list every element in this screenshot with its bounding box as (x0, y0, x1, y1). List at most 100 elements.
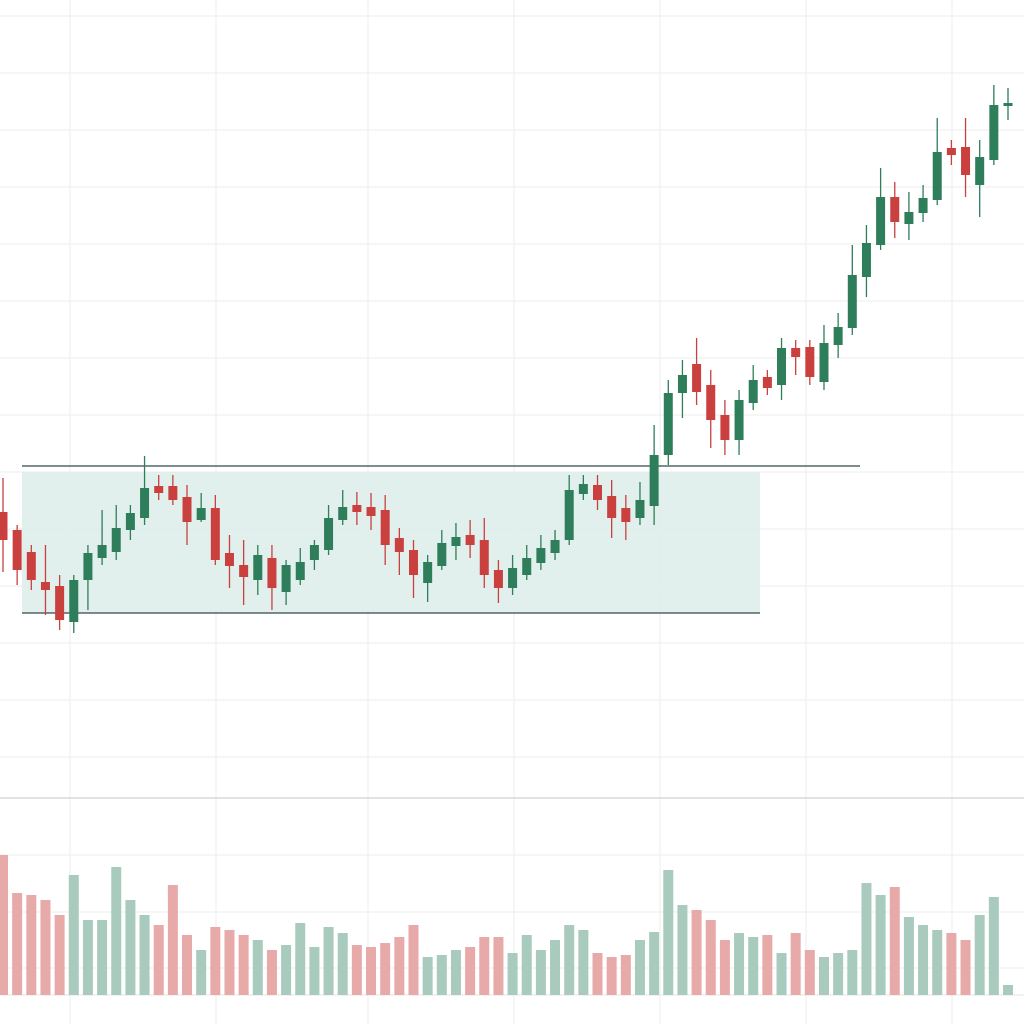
candle-body (253, 555, 263, 580)
candle-body (437, 543, 447, 566)
volume-bar (266, 950, 277, 995)
candle-body (621, 508, 631, 522)
candle-body (267, 558, 277, 588)
volume-bar (26, 895, 37, 995)
volume-bar (734, 933, 745, 995)
candle-body (777, 348, 787, 385)
candle-body (69, 580, 79, 622)
candle-body (663, 393, 673, 455)
candle-body (522, 558, 532, 575)
volume-bar (167, 885, 178, 995)
volume-bar (97, 920, 108, 995)
candle-body (408, 550, 418, 575)
volume-bar (592, 953, 603, 995)
candle-body (140, 488, 150, 518)
volume-bar (111, 867, 122, 995)
candle-body (0, 512, 8, 540)
candle-body (352, 505, 362, 512)
volume-bar (68, 875, 79, 995)
volume-bar (408, 925, 419, 995)
candle-body (168, 486, 178, 500)
volume-bar (479, 937, 490, 995)
candle-body (932, 152, 942, 200)
volume-bar (394, 937, 405, 995)
candle-body (380, 510, 390, 545)
volume-bar (847, 950, 858, 995)
volume-bar (776, 953, 787, 995)
candle-body (423, 562, 433, 583)
candle-body (338, 507, 348, 520)
volume-bar (196, 950, 207, 995)
candle-body (196, 508, 206, 520)
candle-body (55, 586, 65, 620)
volume-bar (620, 955, 631, 995)
candle-body (508, 568, 518, 588)
candle-body (366, 507, 376, 516)
candle-body (111, 528, 121, 552)
candle-body (918, 198, 928, 213)
volume-bar (634, 940, 645, 995)
volume-bar (564, 925, 575, 995)
volume-bar (295, 923, 306, 995)
volume-bar (1003, 985, 1013, 995)
volume-bar (748, 937, 759, 995)
volume-bar (82, 920, 93, 995)
volume-bar (422, 957, 433, 995)
volume-bar (649, 932, 660, 995)
candle-body (677, 375, 687, 393)
candle-body (720, 415, 730, 440)
volume-bar (818, 957, 829, 995)
volume-bar (337, 933, 348, 995)
candle-body (125, 513, 135, 530)
volume-bar (861, 883, 872, 995)
volume-bar (974, 915, 985, 995)
volume-bar (153, 925, 164, 995)
volume-bar (889, 887, 900, 995)
volume-bar (12, 893, 23, 995)
candle-body (876, 197, 886, 245)
volume-bar (210, 927, 221, 995)
volume-bar (932, 930, 943, 995)
candle-body (281, 565, 291, 592)
candle-body (649, 455, 659, 506)
volume-bar (139, 915, 150, 995)
candle-body (550, 540, 560, 553)
volume-bar (351, 945, 362, 995)
volume-bar (918, 925, 929, 995)
candle-body (578, 484, 588, 494)
volume-bar (281, 945, 292, 995)
volume-bar (125, 900, 136, 995)
volume-bar (465, 947, 476, 995)
candle-body (961, 147, 971, 175)
volume-bar (578, 930, 589, 995)
candle-body (239, 565, 249, 577)
candle-body (861, 243, 871, 277)
candle-body (479, 540, 489, 575)
candle-body (210, 508, 220, 560)
range-box (22, 472, 760, 613)
volume-bar (323, 927, 334, 995)
candle-body (324, 518, 334, 550)
candle-body (295, 562, 305, 580)
candle-body (890, 197, 900, 222)
volume-bar (719, 940, 730, 995)
volume-bar (903, 917, 914, 995)
volume-bar (380, 943, 391, 995)
candle-body (805, 347, 815, 377)
candle-body (97, 545, 107, 558)
volume-bar (252, 940, 263, 995)
candle-body (1003, 103, 1013, 106)
volume-bar (875, 895, 886, 995)
candle-body (706, 385, 716, 420)
candle-body (493, 570, 503, 588)
candle-body (762, 377, 772, 388)
volume-bar (833, 953, 844, 995)
candle-body (904, 212, 914, 224)
candle-body (182, 497, 192, 522)
candle-body (989, 105, 999, 160)
candle-body (309, 545, 319, 560)
volume-bar (663, 870, 674, 995)
volume-bar (790, 933, 801, 995)
candle-body (975, 157, 985, 185)
volume-bar (238, 935, 249, 995)
